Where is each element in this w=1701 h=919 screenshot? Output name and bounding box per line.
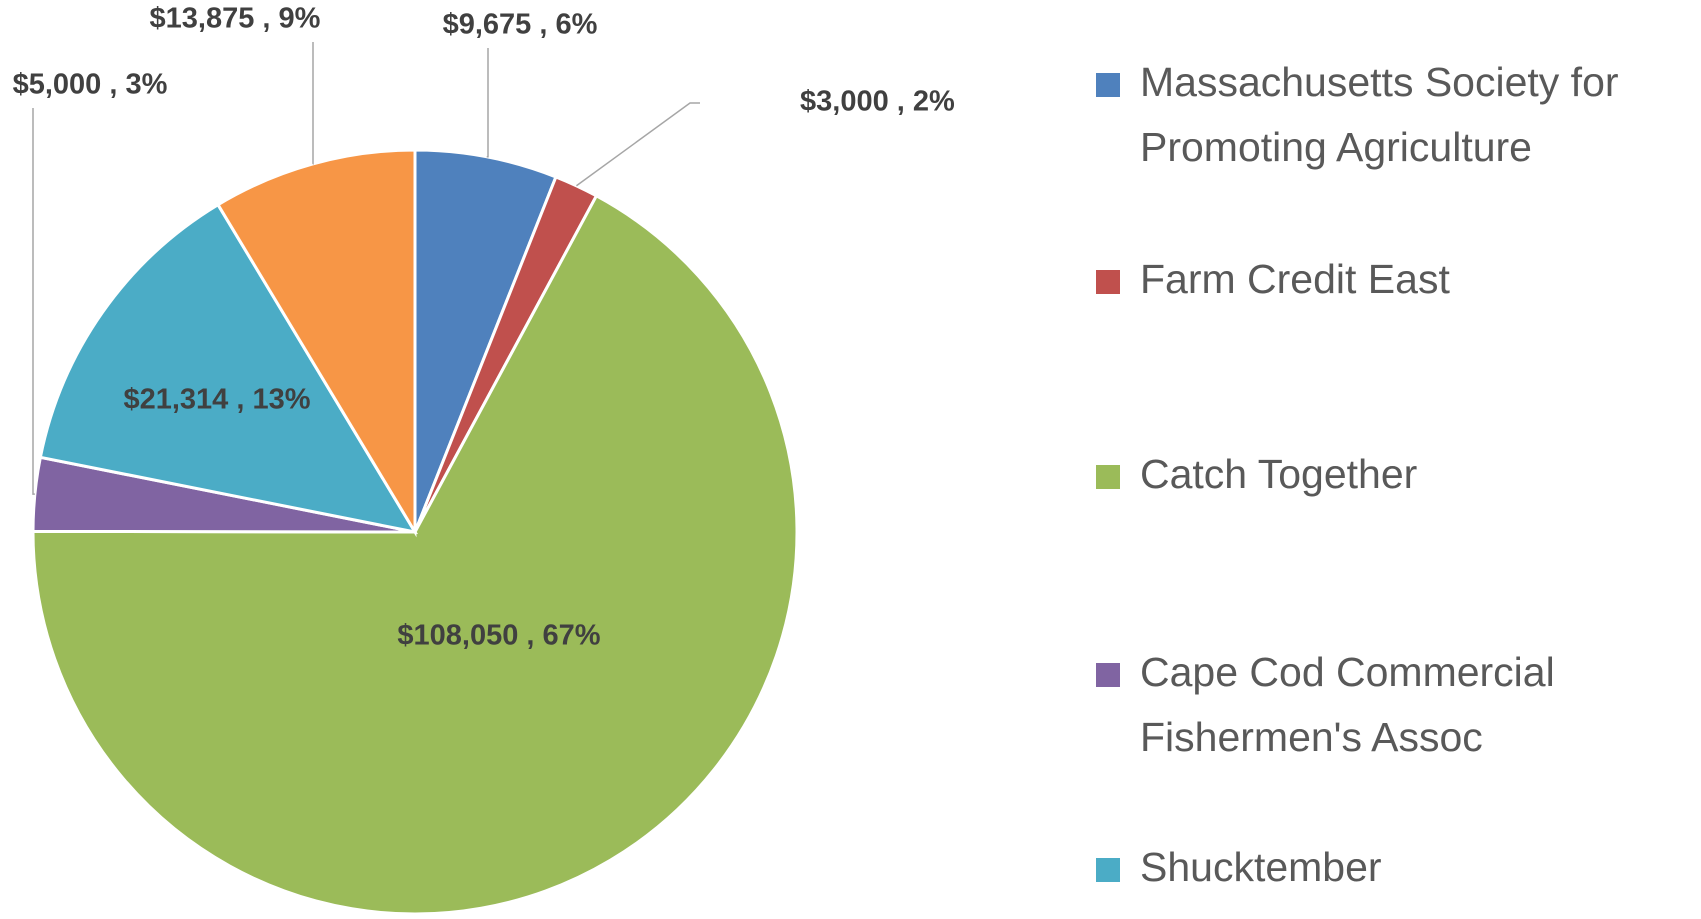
legend-label: Farm Credit East xyxy=(1140,256,1450,302)
pie-slice xyxy=(31,193,799,916)
legend-swatch xyxy=(1096,465,1120,489)
pie-slice xyxy=(38,202,419,535)
legend-swatch xyxy=(1096,858,1120,882)
data-label: $13,875 , 9% xyxy=(150,3,321,35)
data-label: $5,000 , 3% xyxy=(13,69,168,101)
legend-label: Cape Cod Commercial Fishermen's Assoc xyxy=(1140,649,1555,760)
leader-line xyxy=(32,108,35,495)
legend-swatch xyxy=(1096,663,1120,687)
pie-slice xyxy=(413,148,558,533)
data-label: $9,675 , 6% xyxy=(443,9,598,41)
data-label: $3,000 , 2% xyxy=(800,86,955,118)
legend-swatch xyxy=(1096,270,1120,294)
legend-label: Massachusetts Society for Promoting Agric… xyxy=(1140,59,1619,170)
data-label: $21,314 , 13% xyxy=(123,384,310,416)
legend-swatch xyxy=(1096,73,1120,97)
data-label: $108,050 , 67% xyxy=(397,620,600,652)
leader-line xyxy=(576,102,700,187)
leader-line xyxy=(486,48,489,158)
legend-label: Shucktember xyxy=(1140,844,1382,890)
legend-label: Catch Together xyxy=(1140,451,1417,497)
